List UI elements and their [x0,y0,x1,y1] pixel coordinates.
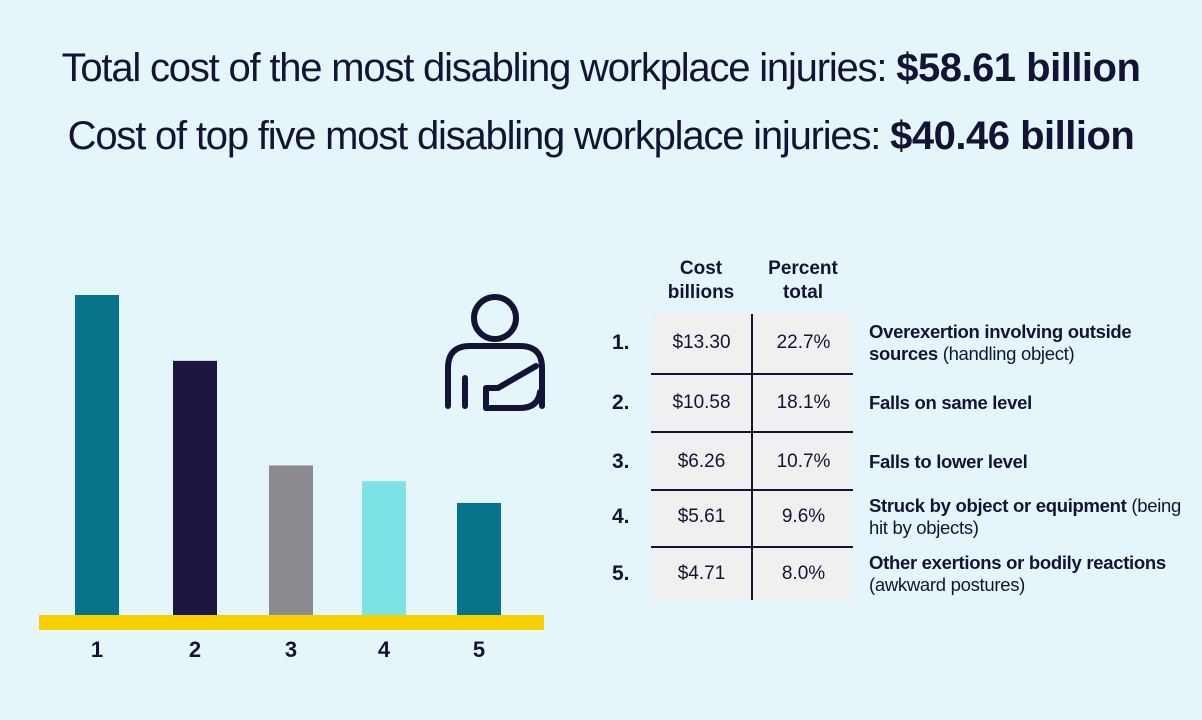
row-description: Falls on same level [869,374,1199,432]
row-percent: 9.6% [781,506,826,527]
headline-top-five-cost: Cost of top five most disabling workplac… [0,114,1202,159]
table-row: 5. $4.71 8.0% Other exertions or bodily … [600,545,1200,603]
row-rank: 2. [612,391,630,414]
row-cost: $5.61 [677,506,726,527]
injured-arm-sling-person-icon [445,294,545,411]
row-description-bold: Struck by object or equipment [869,495,1127,516]
bar-2 [173,360,217,617]
row-description-bold: Falls to lower level [869,451,1028,472]
row-description-note: (awkward postures) [869,574,1026,595]
table-row-divider [651,546,853,548]
headline-total-cost: Total cost of the most disabling workpla… [0,46,1202,91]
row-percent: 8.0% [781,563,826,584]
row-percent: 10.7% [776,451,831,472]
row-rank: 3. [612,450,630,473]
table-column-divider [751,314,753,600]
row-percent: 18.1% [776,392,831,413]
x-tick-label: 3 [285,637,297,662]
table-row-divider [651,373,853,375]
x-tick-label: 5 [473,637,485,662]
row-percent: 22.7% [776,332,831,353]
row-rank: 5. [612,562,630,585]
column-header-cost: Cost billions [667,258,735,303]
row-description-bold: Other exertions or bodily reactions [869,552,1166,573]
chart-baseline [39,615,544,630]
row-rank: 1. [612,331,630,354]
headline-top-five-amount: $40.46 billion [890,114,1135,158]
table-row: 3. $6.26 10.7% Falls to lower level [600,433,1200,491]
x-tick-label: 2 [189,637,201,662]
row-description: Struck by object or equipment (being hit… [869,488,1199,546]
column-header-percent: Percent total [768,258,838,303]
bar-chart: 1 2 3 4 5 [39,295,544,662]
headline-top-five-text: Cost of top five most disabling workplac… [67,114,882,158]
row-cost: $4.71 [677,563,726,584]
row-cost: $6.26 [677,451,726,472]
table-row: 2. $10.58 18.1% Falls on same level [600,374,1200,432]
row-cost: $13.30 [672,332,731,353]
row-description-note: (being hit by objects) [869,495,1182,538]
table-row-divider [651,489,853,491]
bar-5 [457,502,501,617]
bar-4 [362,481,406,617]
bar-1 [75,295,119,617]
headline-total-cost-text: Total cost of the most disabling workpla… [61,46,888,90]
row-description-note: (handling object) [942,343,1075,364]
row-description: Falls to lower level [869,433,1199,491]
row-description: Other exertions or bodily reactions (awk… [869,545,1199,603]
x-tick-label: 1 [91,637,103,662]
x-tick-label: 4 [378,637,391,662]
row-description-bold: Falls on same level [869,392,1032,413]
bar-3 [269,465,313,617]
table-row: 1. $13.30 22.7% Overexertion involving o… [600,314,1200,372]
row-rank: 4. [612,505,630,528]
row-description-bold: Overexertion involving outside sources [869,321,1132,364]
row-cost: $10.58 [672,392,731,413]
table-row: 4. $5.61 9.6% Struck by object or equipm… [600,488,1200,546]
row-description: Overexertion involving outside sources (… [869,314,1199,372]
table-row-divider [651,431,853,433]
headline-total-cost-amount: $58.61 billion [896,46,1141,90]
